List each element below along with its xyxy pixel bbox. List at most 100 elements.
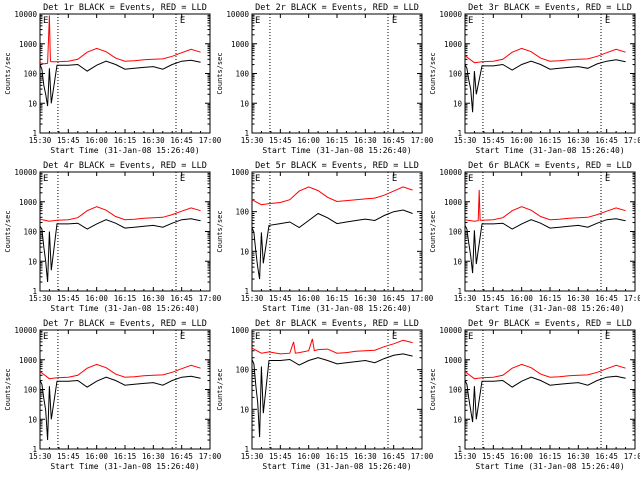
series-lld-line xyxy=(252,186,413,206)
x-tick-label: 15:45 xyxy=(57,136,80,145)
x-tick-label: 16:45 xyxy=(170,136,193,145)
chart-title: Det 6r BLACK = Events, RED = LLD xyxy=(468,161,632,171)
y-tick-label: 10 xyxy=(453,415,463,424)
y-tick-label: 1000 xyxy=(19,198,38,207)
x-tick-label: 16:00 xyxy=(297,294,320,303)
series-events-line xyxy=(40,375,201,441)
y-axis-label: Counts/sec xyxy=(216,52,224,94)
x-tick-label: 16:15 xyxy=(539,452,562,461)
y-tick-label: 10000 xyxy=(439,10,462,19)
y-tick-label: 10 xyxy=(28,257,38,266)
x-tick-label: 15:30 xyxy=(29,294,52,303)
x-tick-label: 15:45 xyxy=(269,452,292,461)
y-tick-label: 100 xyxy=(235,208,249,217)
y-tick-label: 10 xyxy=(240,99,250,108)
x-axis-label: Start Time (31-Jan-08 15:26:40) xyxy=(50,146,199,155)
y-axis-label: Counts/sec xyxy=(216,368,224,410)
x-tick-label: 15:45 xyxy=(269,136,292,145)
series-lld-line xyxy=(252,338,413,355)
x-tick-label: 16:45 xyxy=(382,136,405,145)
marker-label: E xyxy=(43,174,48,184)
y-tick-label: 100 xyxy=(23,228,37,237)
x-tick-label: 17:00 xyxy=(624,136,640,145)
x-tick-label: 17:00 xyxy=(624,294,640,303)
marker-label: E xyxy=(392,332,397,342)
x-tick-label: 16:45 xyxy=(595,136,618,145)
x-axis-label: Start Time (31-Jan-08 15:26:40) xyxy=(475,304,624,313)
x-tick-label: 16:15 xyxy=(326,294,349,303)
x-tick-label: 15:45 xyxy=(482,294,505,303)
y-axis-label: Counts/sec xyxy=(4,210,12,252)
marker-label: E xyxy=(255,332,260,342)
x-tick-label: 15:30 xyxy=(241,136,264,145)
y-tick-label: 1 xyxy=(32,445,37,454)
x-tick-label: 17:00 xyxy=(411,294,434,303)
x-tick-label: 16:00 xyxy=(85,136,108,145)
y-tick-label: 10 xyxy=(453,99,463,108)
series-lld-line xyxy=(465,189,626,222)
x-axis-label: Start Time (31-Jan-08 15:26:40) xyxy=(262,304,411,313)
x-axis-label: Start Time (31-Jan-08 15:26:40) xyxy=(475,462,624,471)
marker-label: E xyxy=(468,332,473,342)
y-tick-label: 100 xyxy=(448,70,462,79)
chart-panel-8: Det 8r BLACK = Events, RED = LLD Start Ti… xyxy=(216,319,434,471)
series-lld-line xyxy=(40,206,201,222)
series-lld-line xyxy=(465,47,626,64)
chart-panel-9: Det 9r BLACK = Events, RED = LLD Start Ti… xyxy=(429,319,640,471)
series-events-line xyxy=(252,353,413,438)
marker-label: E xyxy=(392,16,397,26)
x-tick-label: 16:30 xyxy=(142,136,165,145)
y-tick-label: 1000 xyxy=(444,198,463,207)
x-tick-label: 16:15 xyxy=(539,294,562,303)
marker-label: E xyxy=(180,174,185,184)
y-tick-label: 10 xyxy=(28,99,38,108)
series-events-line xyxy=(40,59,201,107)
chart-title: Det 2r BLACK = Events, RED = LLD xyxy=(255,3,419,13)
y-tick-label: 10 xyxy=(453,257,463,266)
chart-panel-5: Det 5r BLACK = Events, RED = LLD Start Ti… xyxy=(216,161,434,313)
marker-label: E xyxy=(43,332,48,342)
x-tick-label: 16:45 xyxy=(595,294,618,303)
x-tick-label: 16:00 xyxy=(85,452,108,461)
x-tick-label: 16:15 xyxy=(326,136,349,145)
x-tick-label: 17:00 xyxy=(199,136,222,145)
x-tick-label: 16:30 xyxy=(354,452,377,461)
series-events-line xyxy=(465,59,626,113)
x-tick-label: 15:30 xyxy=(454,136,477,145)
y-tick-label: 1000 xyxy=(231,168,250,177)
y-tick-label: 10000 xyxy=(226,10,249,19)
x-tick-label: 15:45 xyxy=(482,136,505,145)
x-tick-label: 15:30 xyxy=(454,452,477,461)
y-tick-label: 10000 xyxy=(439,326,462,335)
marker-label: E xyxy=(255,16,260,26)
chart-title: Det 1r BLACK = Events, RED = LLD xyxy=(43,3,207,13)
x-tick-label: 15:30 xyxy=(29,452,52,461)
x-tick-label: 16:00 xyxy=(297,136,320,145)
plot-frame xyxy=(464,329,636,450)
x-tick-label: 16:30 xyxy=(142,294,165,303)
chart-title: Det 7r BLACK = Events, RED = LLD xyxy=(43,319,207,329)
y-axis-label: Counts/sec xyxy=(429,52,437,94)
x-tick-label: 16:00 xyxy=(510,294,533,303)
chart-panel-2: Det 2r BLACK = Events, RED = LLD Start Ti… xyxy=(216,3,434,155)
y-tick-label: 10 xyxy=(240,405,250,414)
marker-label: E xyxy=(605,174,610,184)
x-tick-label: 16:15 xyxy=(114,452,137,461)
y-tick-label: 1000 xyxy=(231,40,250,49)
x-tick-label: 16:30 xyxy=(567,294,590,303)
x-tick-label: 16:00 xyxy=(297,452,320,461)
marker-label: E xyxy=(468,174,473,184)
y-tick-label: 10000 xyxy=(14,326,37,335)
y-tick-label: 10000 xyxy=(14,10,37,19)
y-tick-label: 1 xyxy=(457,445,462,454)
x-tick-label: 16:00 xyxy=(85,294,108,303)
x-axis-label: Start Time (31-Jan-08 15:26:40) xyxy=(262,146,411,155)
x-tick-label: 15:30 xyxy=(241,294,264,303)
x-tick-label: 17:00 xyxy=(624,452,640,461)
chart-panel-7: Det 7r BLACK = Events, RED = LLD Start Ti… xyxy=(4,319,222,471)
x-tick-label: 16:45 xyxy=(170,452,193,461)
y-tick-label: 1 xyxy=(32,129,37,138)
series-lld-line xyxy=(40,15,201,65)
x-tick-label: 16:45 xyxy=(382,452,405,461)
